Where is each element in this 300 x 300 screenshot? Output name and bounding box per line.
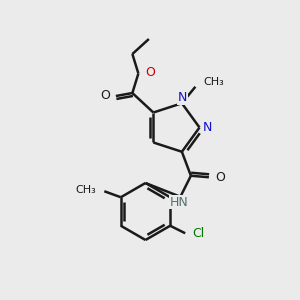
Text: CH₃: CH₃	[75, 185, 96, 195]
Text: N: N	[202, 121, 212, 134]
Text: Cl: Cl	[193, 227, 205, 240]
Text: HN: HN	[169, 196, 188, 209]
Text: O: O	[145, 65, 155, 79]
Text: N: N	[178, 91, 188, 104]
Text: O: O	[215, 171, 225, 184]
Text: O: O	[100, 89, 110, 102]
Text: CH₃: CH₃	[204, 77, 224, 87]
